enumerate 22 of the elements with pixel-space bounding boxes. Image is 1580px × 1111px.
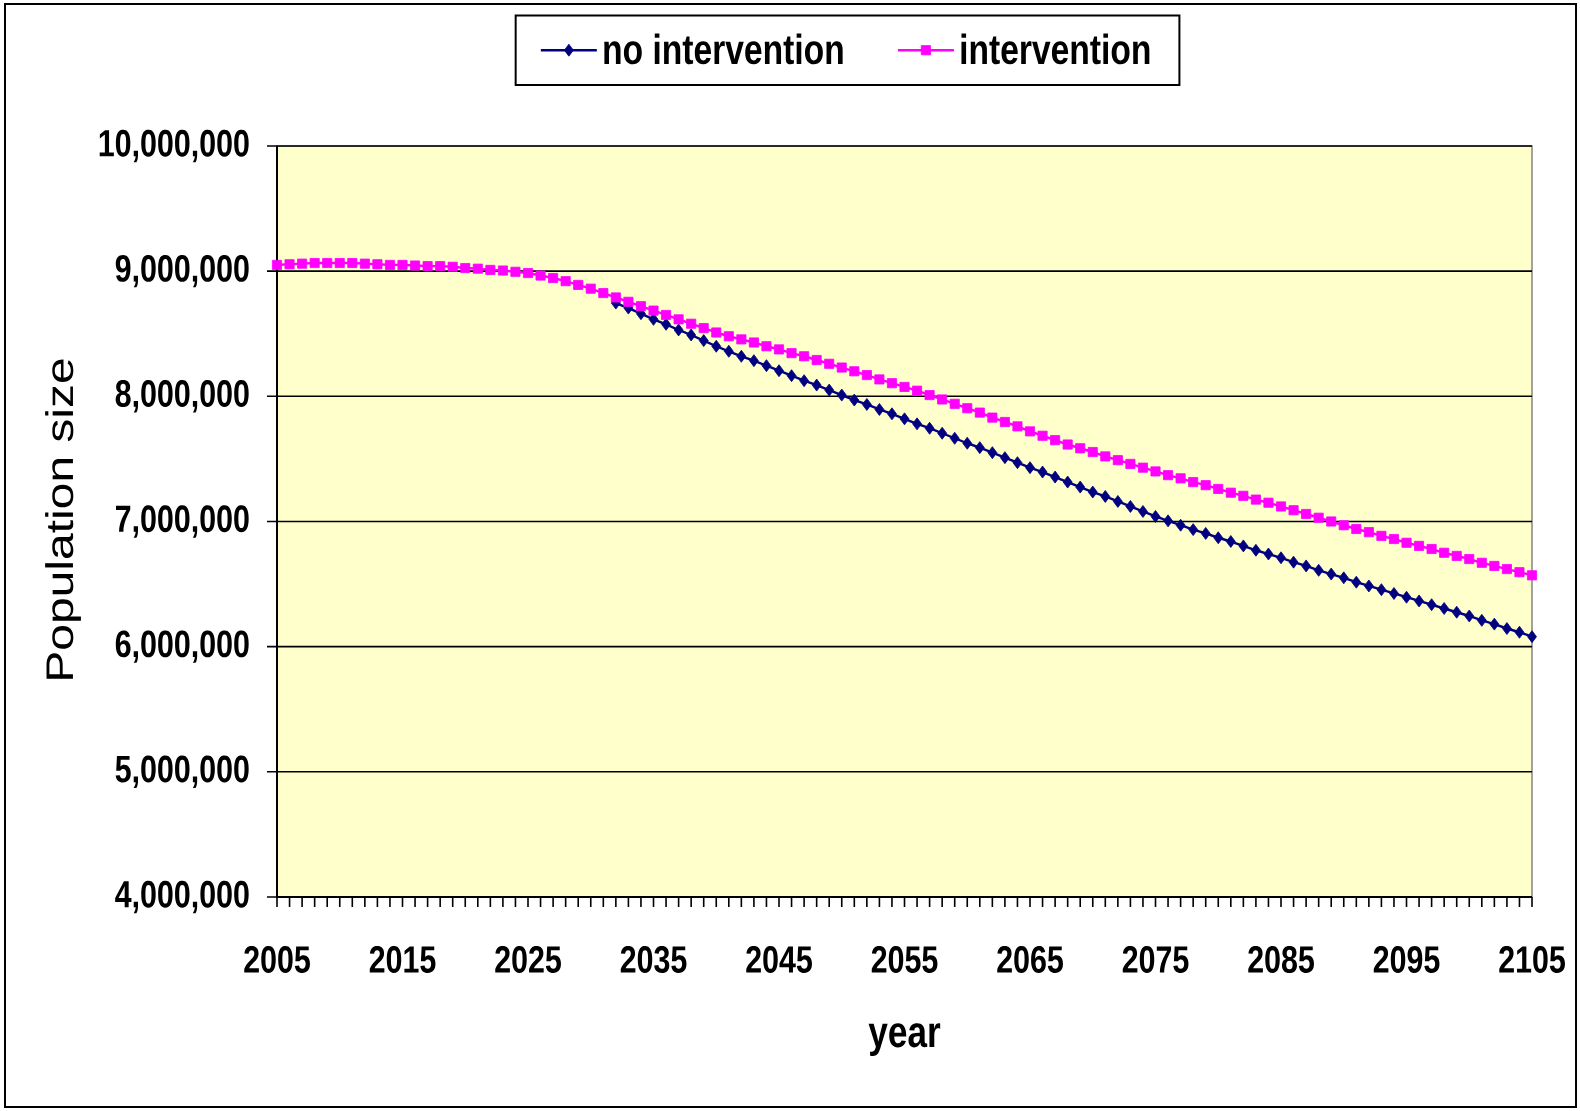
x-tick-label: 2005 [244,946,310,973]
y-tick-label: 10,000,000 [99,129,249,163]
y-tick-label: 5,000,000 [115,755,249,789]
x-tick-label: 2035 [620,946,687,974]
x-tick-label: 2025 [495,946,561,973]
x-tick-label: 2095 [1373,946,1440,973]
y-tick-label: 7,000,000 [116,505,249,538]
x-axis-title: year [868,1023,941,1057]
x-tick-label: 2045 [746,946,812,973]
legend-label: no intervention [604,33,843,65]
y-tick-label: 4,000,000 [115,880,249,914]
x-tick-label: 2055 [871,946,938,973]
x-tick-label: 2075 [1122,946,1189,973]
y-tick-label: 9,000,000 [115,254,249,288]
x-tick-label: 2105 [1499,946,1565,973]
y-axis-title: Population size [45,359,81,679]
x-tick-label: 2065 [997,946,1063,973]
y-tick-label: 8,000,000 [115,380,249,413]
x-tick-label: 2015 [369,946,436,973]
y-tick-label: 6,000,000 [115,630,249,663]
x-tick-label: 2085 [1248,946,1314,973]
legend-label: intervention [961,33,1150,65]
